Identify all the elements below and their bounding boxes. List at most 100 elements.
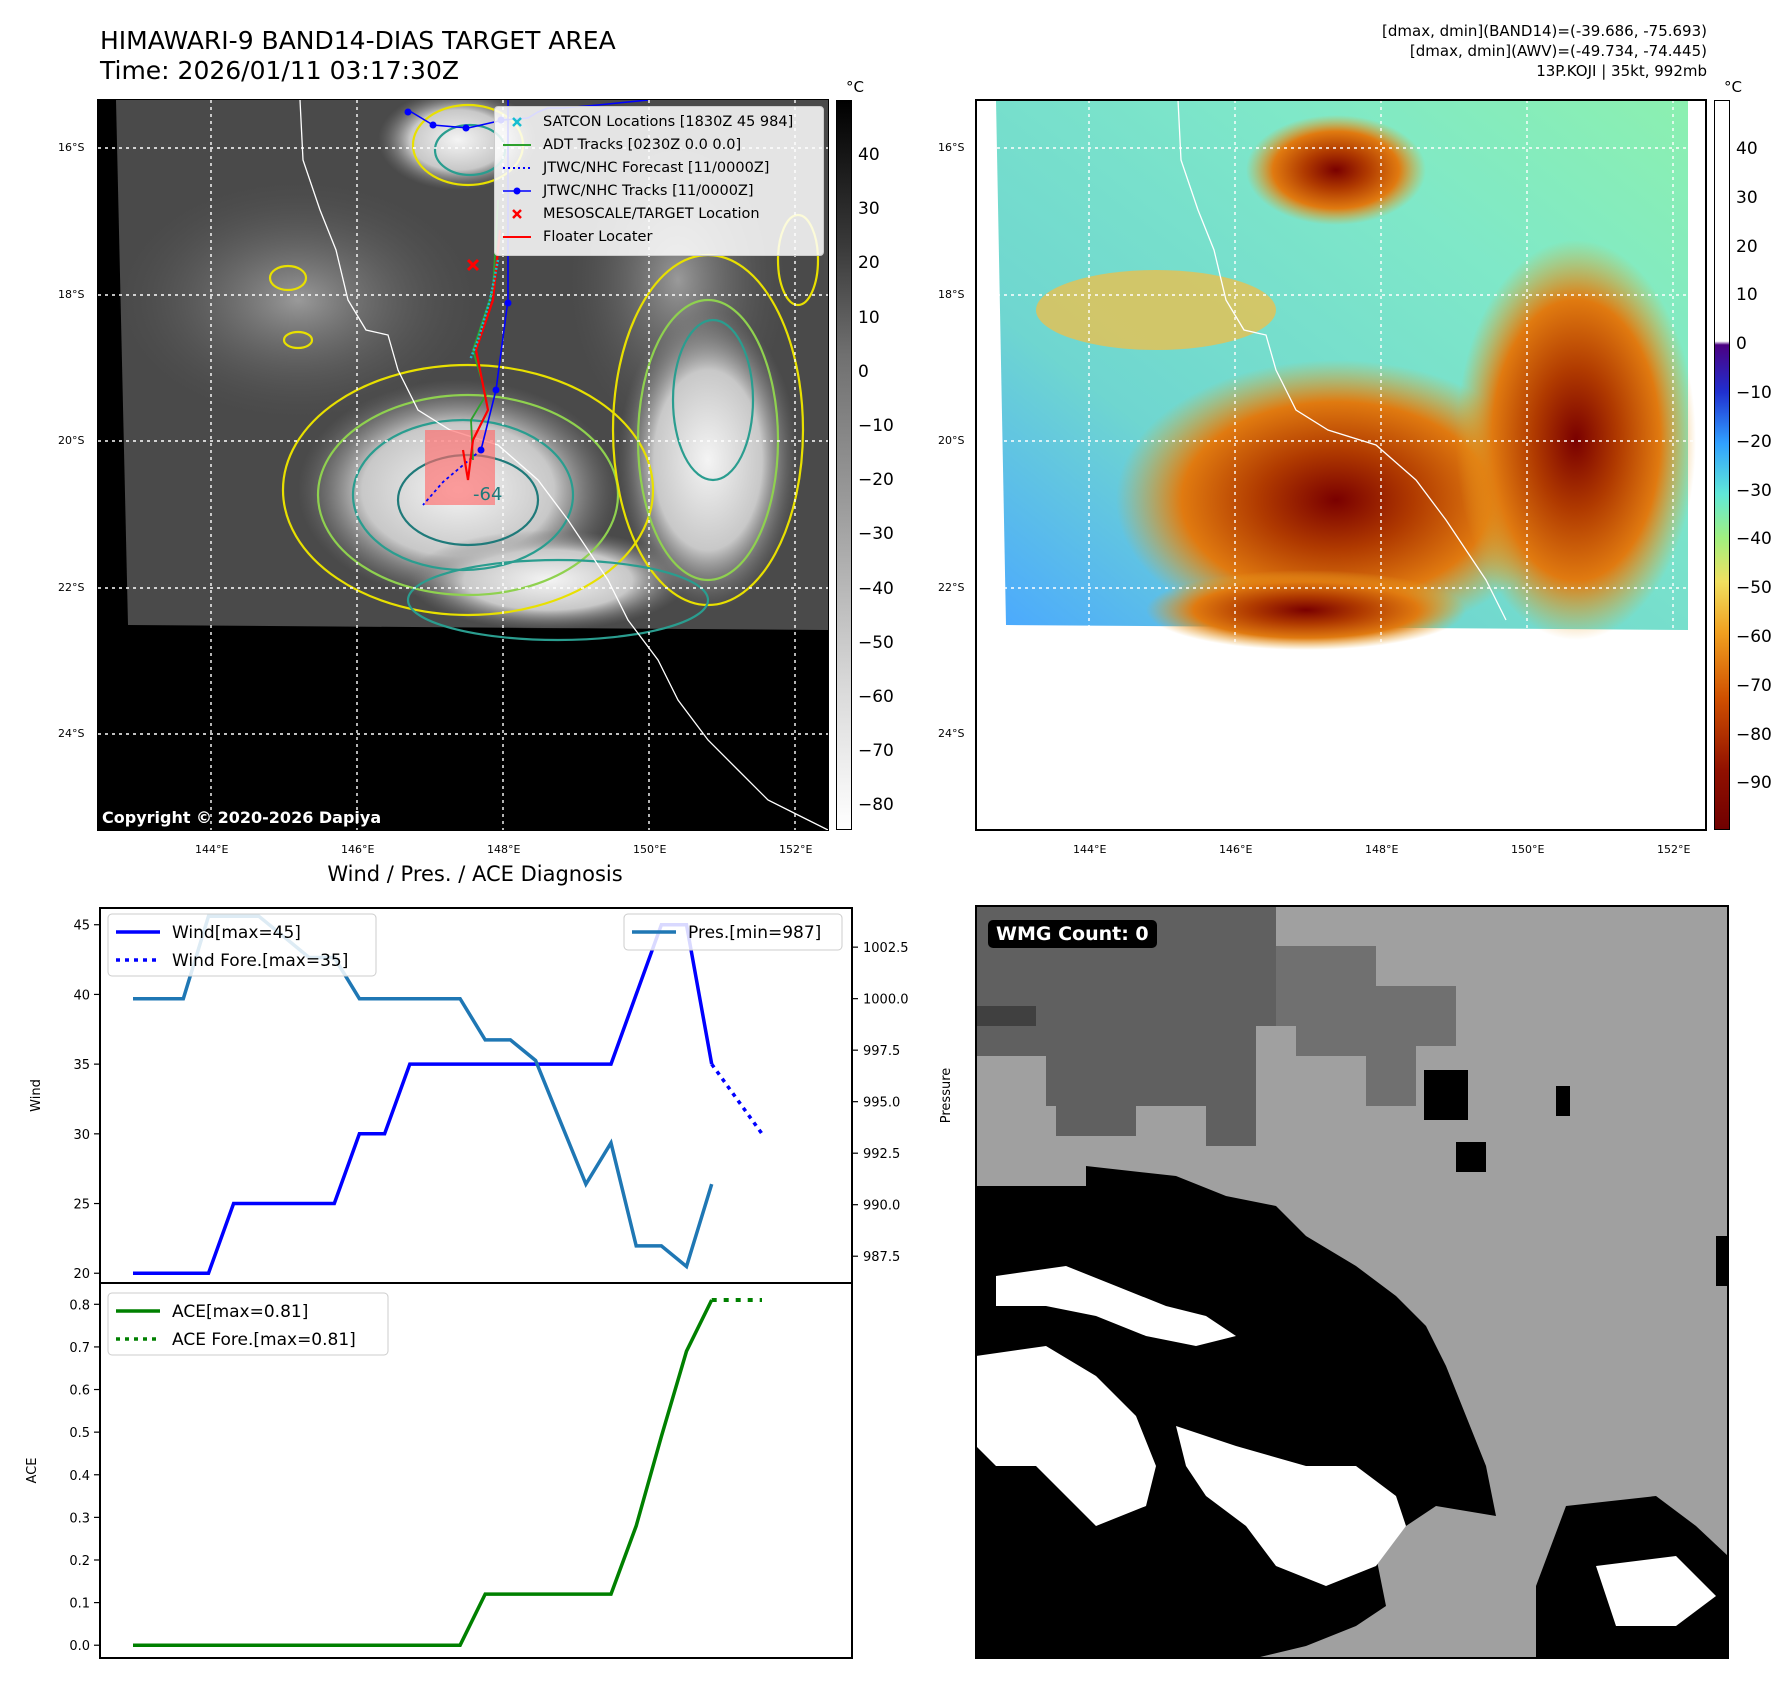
wind-ytick-label: 25 [73, 1198, 90, 1213]
legend-swatch-icon [512, 209, 522, 219]
ace-ytick-label: 0.2 [69, 1554, 90, 1569]
ace-ylabel: ACE [25, 1458, 40, 1484]
gray-colorbar-tick: 40 [858, 145, 880, 165]
legend-label: Wind[max=45] [172, 923, 301, 943]
gray-colorbar-tick: 0 [858, 361, 869, 382]
map2-lat-label: 22°S [938, 581, 965, 594]
map1-lat-label: 18°S [58, 288, 85, 301]
gray-colorbar-tick: 20 [858, 253, 880, 274]
ace-ytick-label: 0.0 [69, 1639, 90, 1654]
ace-line [133, 1299, 714, 1647]
wind-ytick-label: 40 [73, 988, 90, 1003]
gray-colorbar-tick: −70 [858, 741, 894, 762]
map2-lat-label: 18°S [938, 288, 965, 301]
legend-swatch-icon [503, 187, 531, 195]
wmg-frame [975, 905, 1729, 1659]
pressure-ylabel: Pressure [939, 1068, 950, 1124]
gray-colorbar-tick: −40 [858, 578, 894, 599]
wmg-count-badge: WMG Count: 0 [988, 920, 1157, 948]
awv-map-image [976, 100, 1706, 830]
legend-label: Pres.[min=987] [688, 923, 821, 943]
legend-label: SATCON Locations [1830Z 45 984] [543, 114, 794, 130]
color-colorbar-unit: °C [1724, 78, 1742, 96]
map1-lon-label: 144°E [195, 843, 229, 856]
map-legend-entry: ADT Tracks [0230Z 0.0 0.0] [501, 135, 741, 155]
contour-label: -64 [473, 484, 502, 505]
dmax-awv: [dmax, dmin](AWV)=(-49.734, -74.445) [1409, 42, 1707, 60]
color-colorbar-tick: −80 [1736, 724, 1772, 745]
color-colorbar-tick: 10 [1736, 285, 1758, 306]
color-colorbar [1714, 100, 1730, 830]
color-colorbar-tick: 40 [1736, 139, 1758, 159]
awv-map-frame [975, 99, 1707, 831]
color-colorbar-tick: −50 [1736, 578, 1772, 599]
wind-ytick-label: 20 [73, 1267, 90, 1282]
legend-label: JTWC/NHC Forecast [11/0000Z] [543, 160, 770, 176]
color-colorbar-tick: −90 [1736, 773, 1772, 794]
map2-lon-label: 144°E [1073, 843, 1107, 856]
pressure-ytick-label: 1000.0 [863, 993, 909, 1008]
legend-label: ADT Tracks [0230Z 0.0 0.0] [543, 137, 742, 153]
wmg-panel: WMG Count: 0 [976, 906, 1728, 1658]
ace-ytick-label: 0.5 [69, 1426, 90, 1441]
map-legend-entry: SATCON Locations [1830Z 45 984] [501, 112, 793, 132]
gray-colorbar-unit: °C [846, 78, 864, 96]
pressure-ytick-label: 995.0 [863, 1096, 900, 1111]
dmax-band14: [dmax, dmin](BAND14)=(-39.686, -75.693) [1382, 22, 1707, 40]
figure-title: HIMAWARI-9 BAND14-DIAS TARGET AREA [100, 26, 616, 55]
ace-ytick-label: 0.1 [69, 1597, 90, 1612]
ace-axes [99, 1282, 853, 1659]
diagnosis-chart: 20 25 30 35 40 45 987.5 990.0 992.5 995.0 997.5 100… [25, 907, 950, 1659]
legend-swatch-icon [503, 144, 531, 146]
map2-lat-label: 20°S [938, 434, 965, 447]
gray-colorbar-tick: −10 [858, 416, 894, 436]
ace-ytick-label: 0.3 [69, 1511, 90, 1526]
wind-ytick-label: 45 [73, 919, 90, 934]
gray-colorbar-tick: −30 [858, 524, 894, 545]
map-legend-entry: JTWC/NHC Forecast [11/0000Z] [501, 158, 769, 178]
map-legend-entry: JTWC/NHC Tracks [11/0000Z] [501, 181, 754, 201]
ir-map-frame [97, 99, 829, 831]
legend-label: Floater Locater [543, 229, 653, 245]
legend-swatch-icon [512, 117, 522, 127]
gray-colorbar-tick: −50 [858, 632, 894, 653]
color-colorbar-tick: 20 [1736, 236, 1758, 257]
ace-ytick-label: 0.4 [69, 1469, 90, 1484]
legend-label: ACE[max=0.81] [172, 1302, 308, 1322]
storm-summary: 13P.KOJI | 35kt, 992mb [1536, 62, 1707, 80]
map1-lon-label: 146°E [341, 843, 375, 856]
wind-ytick-label: 35 [73, 1058, 90, 1073]
awv-map-panel [976, 100, 1706, 830]
wind-ytick-label: 30 [73, 1128, 90, 1143]
map2-lat-label: 16°S [938, 141, 965, 154]
map1-lat-label: 24°S [58, 727, 85, 740]
wind-line [133, 922, 714, 1275]
diagnosis-title: Wind / Pres. / ACE Diagnosis [327, 862, 623, 886]
color-colorbar-tick: −10 [1736, 383, 1772, 403]
map-legend-entry: Floater Locater [501, 227, 652, 247]
color-colorbar-tick: 0 [1736, 334, 1747, 355]
wind-ylabel: Wind [29, 1079, 44, 1112]
gray-colorbar-tick: −20 [858, 470, 894, 491]
map1-lat-label: 16°S [58, 141, 85, 154]
map1-lon-label: 148°E [487, 843, 521, 856]
color-colorbar-tick: 30 [1736, 187, 1758, 208]
map1-lon-label: 150°E [633, 843, 667, 856]
color-colorbar-tick: −30 [1736, 480, 1772, 501]
ace-ytick-label: 0.6 [69, 1384, 90, 1399]
gray-colorbar [836, 100, 852, 830]
color-colorbar-tick: −20 [1736, 431, 1772, 452]
pressure-legend: Pres.[min=987] [623, 913, 843, 951]
gray-colorbar-tick: 10 [858, 307, 880, 328]
wmg-image [976, 906, 1728, 1658]
map1-lat-label: 20°S [58, 434, 85, 447]
map1-lon-label: 152°E [779, 843, 813, 856]
ace-legend: ACE[max=0.81] ACE Fore.[max=0.81] [107, 1292, 389, 1356]
pressure-ytick-label: 992.5 [863, 1147, 900, 1162]
legend-label: JTWC/NHC Tracks [11/0000Z] [543, 183, 754, 199]
color-colorbar-tick: −60 [1736, 627, 1772, 647]
color-colorbar-tick: −40 [1736, 529, 1772, 550]
map1-lat-label: 22°S [58, 581, 85, 594]
map2-lon-label: 152°E [1657, 843, 1691, 856]
pressure-ytick-label: 997.5 [863, 1044, 900, 1059]
